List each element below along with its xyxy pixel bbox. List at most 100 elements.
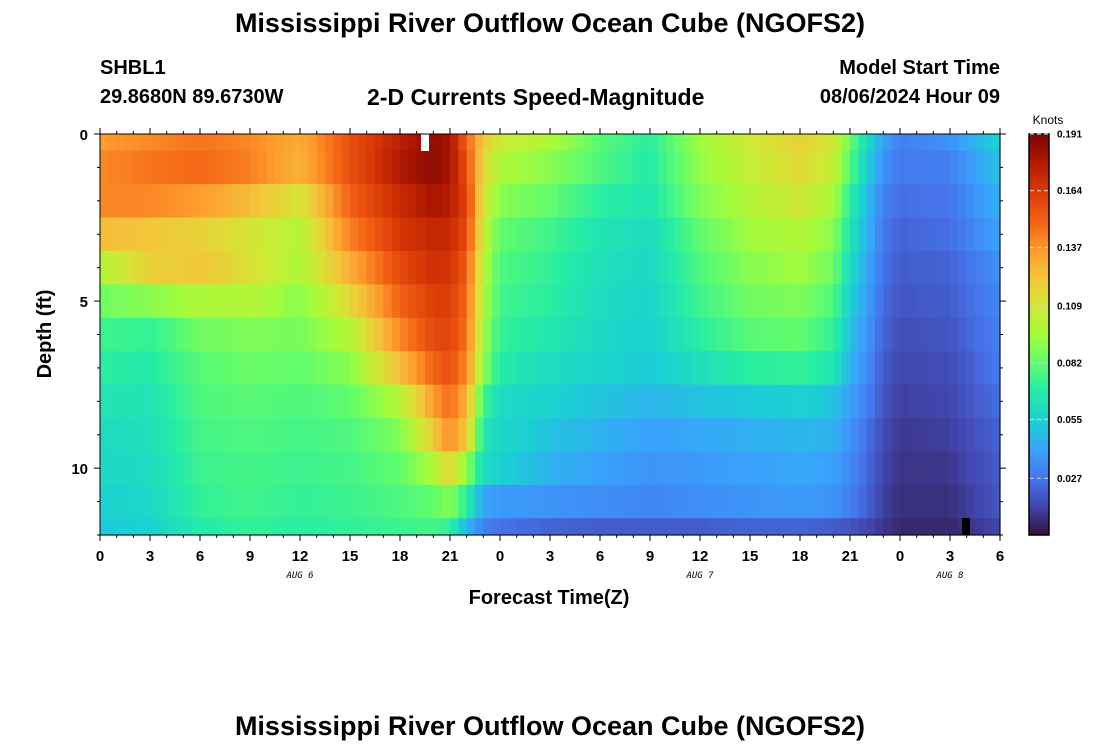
heatmap-cell (841, 284, 851, 319)
heatmap-cell (891, 217, 901, 252)
heatmap-cell (658, 384, 668, 419)
heatmap-cell (891, 184, 901, 219)
heatmap-cell (341, 451, 351, 486)
heatmap-cell (191, 384, 201, 419)
heatmap-cell (175, 150, 184, 185)
heatmap-cell (483, 250, 493, 285)
heatmap-cell (883, 418, 893, 453)
heatmap-cell (425, 351, 434, 386)
heatmap-cell (858, 134, 868, 152)
heatmap-cell (675, 134, 684, 152)
chart-subtitle: 2-D Currents Speed-Magnitude (367, 84, 705, 110)
heatmap-cell (650, 484, 659, 519)
heatmap-cell (458, 351, 468, 386)
heatmap-cell (650, 150, 659, 185)
heatmap-cell (800, 351, 809, 386)
heatmap-cell (308, 451, 318, 486)
heatmap-cell (233, 317, 243, 352)
heatmap-cell (208, 317, 218, 352)
heatmap-cell (333, 284, 343, 319)
heatmap-cell (908, 518, 918, 536)
heatmap-cell (450, 518, 459, 536)
heatmap-cell (833, 184, 843, 219)
heatmap-cell (108, 217, 118, 252)
heatmap-cell (591, 418, 601, 453)
heatmap-cell (483, 317, 493, 352)
heatmap-cell (133, 150, 143, 185)
heatmap-cell (316, 150, 326, 185)
station-id: SHBL1 (100, 57, 166, 79)
heatmap-cell (191, 451, 201, 486)
heatmap-cell (466, 217, 476, 252)
heatmap-cell (433, 184, 443, 219)
heatmap-cell (475, 451, 484, 486)
heatmap-cell (525, 518, 534, 536)
heatmap-cell (783, 518, 793, 536)
heatmap-cell (991, 150, 1001, 185)
heatmap-cell (366, 484, 376, 519)
heatmap-cell (100, 317, 109, 352)
heatmap-cell (566, 250, 576, 285)
heatmap-cell (975, 484, 984, 519)
heatmap-cell (508, 184, 518, 219)
heatmap-cell (108, 317, 118, 352)
heatmap-cell (233, 484, 243, 519)
heatmap-cell (741, 250, 751, 285)
heatmap-cell (358, 418, 368, 453)
heatmap-cell (816, 317, 826, 352)
heatmap-cell (208, 184, 218, 219)
heatmap-cell (583, 484, 593, 519)
heatmap-cell (658, 418, 668, 453)
heatmap-cell (633, 351, 643, 386)
heatmap-cell (641, 451, 651, 486)
heatmap-cell (708, 134, 718, 152)
heatmap-cell (841, 518, 851, 536)
heatmap-cell (550, 284, 559, 319)
heatmap-cell (425, 217, 434, 252)
heatmap-cell (191, 484, 201, 519)
heatmap-cell (700, 518, 709, 536)
heatmap-cell (416, 418, 426, 453)
heatmap-cell (550, 451, 559, 486)
heatmap-cell (491, 451, 501, 486)
heatmap-cell (366, 518, 376, 536)
heatmap-cell (258, 484, 268, 519)
heatmap-cell (900, 384, 909, 419)
heatmap-cell (141, 418, 151, 453)
heatmap-cell (683, 518, 693, 536)
heatmap-cell (716, 284, 726, 319)
heatmap-cell (575, 518, 584, 536)
heatmap-cell (458, 484, 468, 519)
heatmap-cell (633, 250, 643, 285)
heatmap-cell (583, 384, 593, 419)
heatmap-cell (825, 418, 834, 453)
heatmap-cell (758, 418, 768, 453)
heatmap-cell (458, 284, 468, 319)
heatmap-cell (100, 451, 109, 486)
heatmap-cell (441, 217, 451, 252)
heatmap-cell (233, 351, 243, 386)
heatmap-cell (216, 317, 226, 352)
heatmap-cell (950, 317, 959, 352)
heatmap-cell (816, 418, 826, 453)
heatmap-cell (875, 217, 884, 252)
heatmap-cell (875, 284, 884, 319)
heatmap-cell (325, 317, 334, 352)
heatmap-cell (225, 451, 234, 486)
heatmap-cell (750, 217, 759, 252)
heatmap-cell (841, 351, 851, 386)
heatmap-cell (766, 250, 776, 285)
heatmap-cell (433, 418, 443, 453)
heatmap-cell (366, 134, 376, 152)
heatmap-cell (208, 284, 218, 319)
heatmap-cell (483, 451, 493, 486)
heatmap-cell (816, 134, 826, 152)
heatmap-cell (200, 451, 209, 486)
heatmap-cell (533, 217, 543, 252)
heatmap-cell (291, 317, 301, 352)
heatmap-cell (608, 217, 618, 252)
heatmap-cell (933, 418, 943, 453)
heatmap-cell (633, 150, 643, 185)
heatmap-cell (258, 451, 268, 486)
